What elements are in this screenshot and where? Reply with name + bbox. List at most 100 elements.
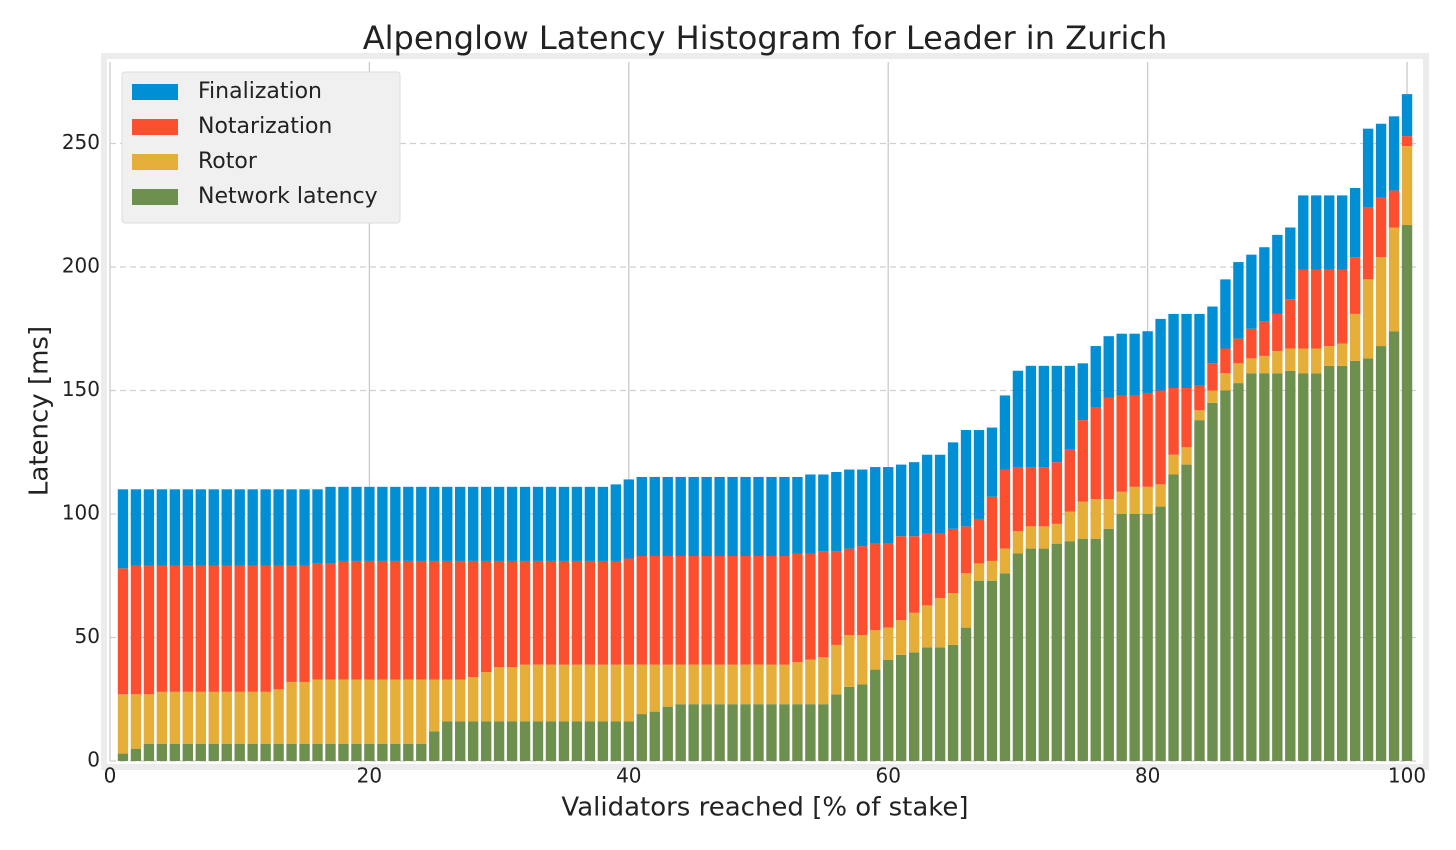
legend-label: Rotor	[198, 149, 258, 174]
bar-segment	[467, 677, 479, 722]
bar-segment	[1336, 195, 1348, 270]
bar-segment	[896, 464, 907, 537]
bar-segment	[467, 560, 479, 678]
bar-segment	[870, 543, 881, 631]
bar-segment	[351, 679, 362, 744]
bar-segment	[1349, 360, 1361, 761]
bar-segment	[1233, 262, 1244, 339]
bar-segment	[1207, 363, 1218, 391]
bar-segment	[870, 669, 881, 761]
bar-segment	[1349, 187, 1361, 258]
bar-segment	[571, 486, 583, 561]
bar-segment	[571, 664, 583, 722]
bar-segment	[480, 560, 492, 673]
bar-segment	[1246, 373, 1257, 761]
bar-segment	[662, 476, 673, 556]
bar-segment	[325, 743, 336, 761]
bar-segment	[247, 743, 258, 761]
legend-swatch	[132, 84, 178, 100]
y-tick-label: 0	[87, 748, 100, 772]
bar-segment	[1129, 486, 1140, 515]
y-tick-label: 200	[62, 254, 100, 278]
bar-segment	[571, 721, 583, 761]
bar-segment	[208, 691, 219, 744]
bar-segment	[779, 476, 790, 556]
bar-segment	[675, 555, 686, 665]
bar-segment	[143, 743, 155, 761]
bar-segment	[506, 667, 518, 722]
bar-segment	[1246, 358, 1257, 374]
x-tick-label: 40	[616, 764, 641, 788]
bar-segment	[921, 454, 933, 534]
bar-segment	[1103, 336, 1114, 398]
bar-segment	[973, 430, 985, 519]
bar-segment	[753, 476, 764, 556]
bar-segment	[1220, 348, 1231, 374]
bar-segment	[831, 551, 842, 645]
bar-segment	[493, 560, 505, 668]
bar-segment	[1349, 257, 1361, 314]
y-axis-label: Latency [ms]	[25, 326, 55, 496]
bar-segment	[883, 467, 894, 544]
bar-segment	[117, 753, 129, 761]
bar-segment	[1181, 447, 1192, 465]
bar-segment	[844, 469, 855, 549]
bar-segment	[597, 560, 609, 665]
bar-segment	[727, 664, 738, 705]
bar-segment	[286, 565, 297, 682]
legend-swatch	[132, 119, 178, 135]
legend-label: Finalization	[198, 79, 322, 104]
bar-segment	[597, 486, 609, 561]
bar-segment	[1362, 279, 1374, 359]
bar-segment	[416, 486, 427, 561]
bar-segment	[182, 565, 194, 692]
bar-segment	[1155, 484, 1166, 507]
bar-segment	[1181, 313, 1192, 389]
bar-segment	[1272, 313, 1283, 351]
bar-segment	[584, 664, 596, 722]
bar-segment	[234, 565, 245, 692]
legend-swatch	[132, 154, 178, 170]
bar-segment	[960, 627, 972, 761]
bar-segment	[792, 662, 803, 705]
bar-segment	[831, 644, 842, 695]
bar-segment	[908, 536, 920, 613]
bar-segment	[234, 743, 245, 761]
bar-segment	[960, 430, 972, 527]
bar-segment	[597, 721, 609, 761]
legend-label: Notarization	[198, 114, 332, 139]
bar-segment	[766, 555, 777, 665]
bar-segment	[1038, 548, 1050, 761]
bar-segment	[442, 560, 453, 680]
bar-segment	[623, 558, 634, 665]
bar-segment	[1025, 526, 1037, 549]
bar-segment	[429, 560, 440, 680]
bar-segment	[1116, 514, 1127, 761]
bar-segment	[636, 476, 647, 556]
bar-segment	[1012, 370, 1024, 468]
bar-segment	[1285, 227, 1296, 300]
bar-segment	[338, 486, 349, 561]
bar-segment	[442, 486, 453, 561]
bar-segment	[455, 486, 466, 561]
bar-segment	[1375, 197, 1387, 258]
bar-segment	[1272, 373, 1283, 761]
bar-segment	[1233, 338, 1244, 364]
bar-segment	[1207, 402, 1218, 761]
bar-segment	[1142, 392, 1153, 487]
bar-segment	[584, 486, 596, 561]
bar-segment	[364, 560, 375, 680]
bar-segment	[325, 486, 336, 564]
bar-segment	[493, 721, 505, 761]
bar-segment	[753, 704, 764, 761]
bar-segment	[1259, 247, 1270, 322]
bar-segment	[1375, 257, 1387, 347]
bar-segment	[883, 543, 894, 628]
bar-segment	[1051, 523, 1063, 544]
bar-segment	[1324, 195, 1335, 270]
bar-segment	[416, 743, 427, 761]
bar-segment	[1090, 346, 1101, 408]
bar-segment	[896, 620, 907, 655]
y-tick-label: 150	[62, 377, 100, 401]
bar-segment	[1155, 318, 1166, 391]
